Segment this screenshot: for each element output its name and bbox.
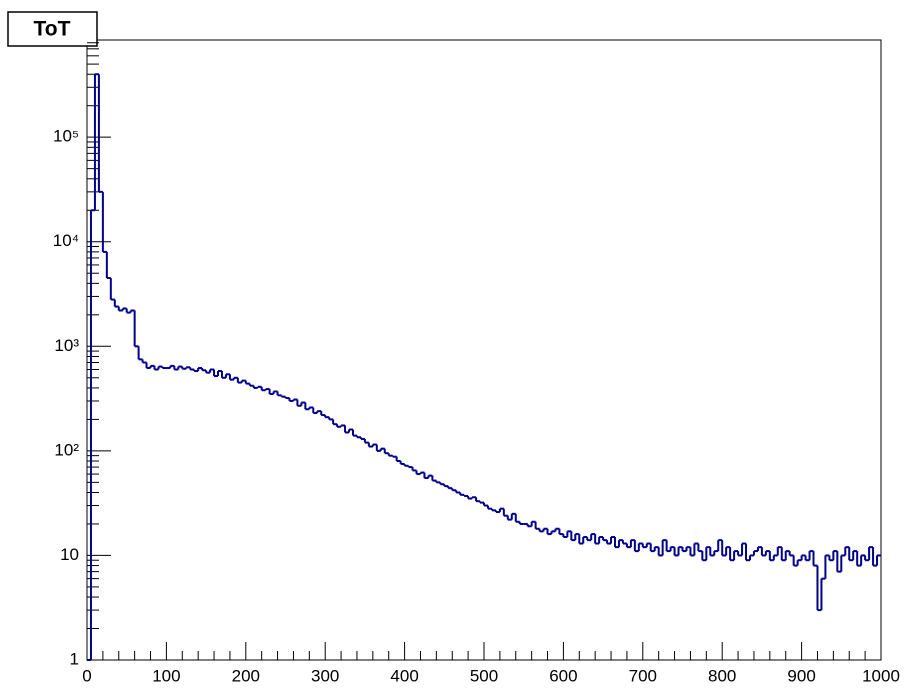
plot-frame [86,39,882,661]
y-tick-label: 1 [70,649,79,668]
x-tick-label: 100 [152,666,180,685]
title-box [7,11,98,47]
x-tick-label: 800 [708,666,736,685]
y-tick-label: 10⁵ [53,127,79,146]
x-tick-label: 300 [311,666,339,685]
x-tick-label: 600 [549,666,577,685]
x-tick-label: 500 [470,666,498,685]
x-tick-label: 1000 [862,666,900,685]
x-tick-label: 400 [390,666,418,685]
y-tick-label: 10⁴ [53,231,79,250]
x-tick-label: 700 [629,666,657,685]
chart-title: ToT [34,18,71,41]
x-tick-label: 200 [232,666,260,685]
y-tick-label: 10² [54,440,79,459]
y-tick-label: 10³ [54,336,79,355]
x-tick-label: 900 [787,666,815,685]
x-tick-label: 0 [82,666,91,685]
y-tick-label: 10 [60,545,79,564]
